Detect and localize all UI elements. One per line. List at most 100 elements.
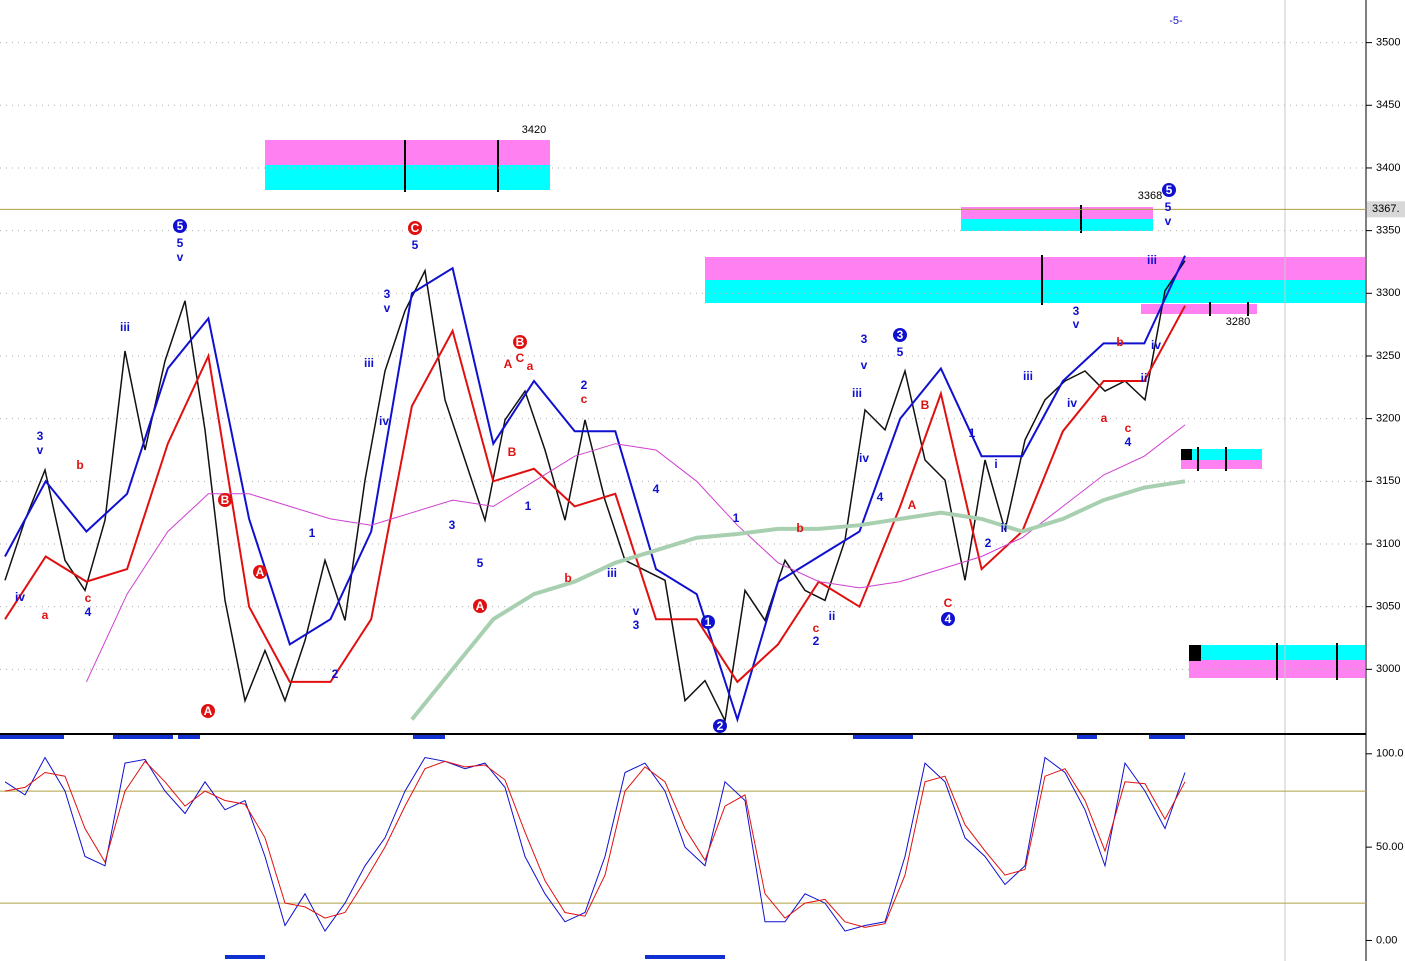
wave-label: b (1116, 335, 1123, 349)
last-price-label: 3367. (1372, 203, 1400, 215)
wave-label: C (944, 596, 953, 610)
y-tick-label: 3100 (1376, 538, 1400, 550)
y-tick-label: 50.00 (1376, 841, 1404, 853)
y-tick-label: 3450 (1376, 99, 1400, 111)
wave-label: 3 (861, 332, 868, 346)
wave-label: v (384, 301, 391, 315)
wave-label: B (516, 335, 525, 349)
last-price-box (1367, 201, 1405, 218)
wave-label: iv (1067, 396, 1077, 410)
zone-marker (1181, 449, 1192, 460)
wave-label: C (516, 351, 525, 365)
wave-label: a (42, 608, 49, 622)
wave-label: 4 (877, 490, 884, 504)
wave-label: A (908, 498, 917, 512)
y-tick-label: 3250 (1376, 350, 1400, 362)
y-tick-label: 3500 (1376, 37, 1400, 49)
zone (1141, 304, 1257, 314)
wave-label: 3 (449, 518, 456, 532)
wave-label: 4 (945, 612, 952, 626)
timing-bar (1077, 735, 1097, 739)
wave-label: iii (364, 356, 374, 370)
timing-bars (0, 735, 1185, 959)
series-line (85, 424, 1186, 683)
timing-bar (853, 735, 913, 739)
zone (1181, 449, 1262, 460)
wave-label: 3 (897, 328, 904, 342)
wave-label: 5 (897, 345, 904, 359)
wave-badge (173, 219, 187, 233)
y-tick-label: 3050 (1376, 601, 1400, 613)
y-tick-label: 3400 (1376, 162, 1400, 174)
wave-label: 2 (985, 536, 992, 550)
y-tick-label: 3200 (1376, 413, 1400, 425)
wave-label: 3 (1073, 304, 1080, 318)
wave-label: b (76, 458, 83, 472)
zone (265, 140, 550, 165)
wave-label: 3 (384, 287, 391, 301)
wave-label: iv (379, 414, 389, 428)
zone (961, 219, 1153, 231)
wave-label: 1 (705, 615, 712, 629)
wave-label: 1 (733, 511, 740, 525)
zone (705, 280, 1365, 303)
wave-label: ii (1141, 371, 1148, 385)
wave-label: 5 (1165, 200, 1172, 214)
wave-label: v (37, 443, 44, 457)
y-tick-label: 3150 (1376, 475, 1400, 487)
annotation: 3420 (522, 124, 546, 136)
wave-badge (201, 704, 215, 718)
y-tick-label: 3000 (1376, 663, 1400, 675)
wave-label: A (204, 704, 213, 718)
wave-label: 3 (37, 429, 44, 443)
series-line (410, 479, 1186, 721)
wave-label: a (1101, 411, 1108, 425)
series-line (4, 756, 1186, 933)
wave-label: 3 (633, 618, 640, 632)
zones (265, 140, 1365, 680)
wave-label: iii (1023, 369, 1033, 383)
wave-label: A (256, 565, 265, 579)
wave-label: 5 (412, 238, 419, 252)
wave-badge (701, 615, 715, 629)
timing-bar (113, 735, 173, 739)
y-tick-label: 3300 (1376, 287, 1400, 299)
wave-label: B (921, 398, 930, 412)
wave-label: v (1073, 317, 1080, 331)
zone (265, 165, 550, 190)
wave-label: v (633, 604, 640, 618)
series-line (4, 305, 1186, 684)
wave-badge (218, 493, 232, 507)
wave-badge (1162, 183, 1176, 197)
wave-badge (253, 565, 267, 579)
zone (961, 207, 1153, 219)
wave-label: iii (607, 566, 617, 580)
wave-label: 4 (1125, 435, 1132, 449)
y-tick-label: 100.0 (1376, 748, 1404, 760)
y-tick-label: 0.00 (1376, 934, 1397, 946)
wave-label: iv (1151, 338, 1161, 352)
wave-label: A (476, 599, 485, 613)
wave-label: c (1125, 421, 1132, 435)
wave-label: iii (852, 386, 862, 400)
wave-label: A (504, 357, 513, 371)
wave-label: 5 (1166, 183, 1173, 197)
series-line (4, 760, 1186, 928)
wave-badge (408, 221, 422, 235)
wave-label: b (564, 571, 571, 585)
wave-label: C (411, 221, 420, 235)
wave-label: v (1165, 214, 1172, 228)
wave-label: v (177, 250, 184, 264)
zone (1181, 460, 1262, 469)
zone (705, 257, 1365, 280)
wave-badge (473, 599, 487, 613)
zone-marker (1189, 645, 1201, 661)
wave-label: 2 (581, 378, 588, 392)
wave-label: iii (120, 320, 130, 334)
wave-label: 5 (177, 236, 184, 250)
wave-label: 1 (969, 426, 976, 440)
wave-label: c (813, 621, 820, 635)
wave-label: iv (859, 451, 869, 465)
